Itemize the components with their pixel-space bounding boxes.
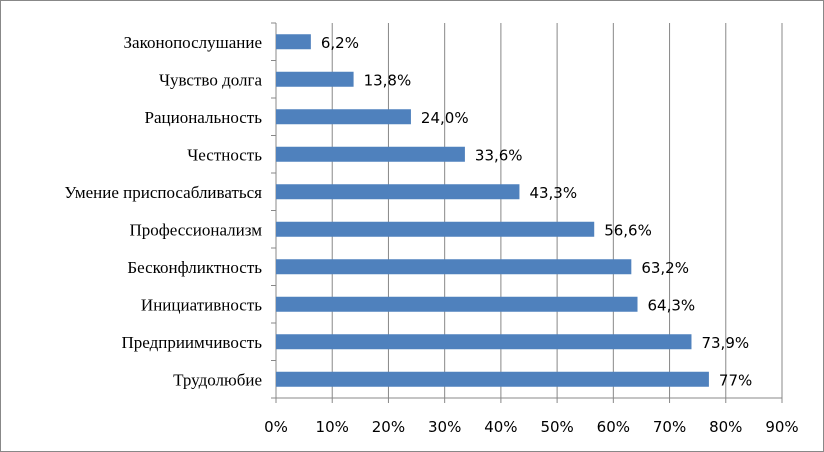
bar — [276, 371, 709, 387]
bar — [276, 34, 311, 50]
data-label: 24,0% — [421, 109, 469, 127]
data-label: 33,6% — [475, 146, 523, 164]
bar — [276, 296, 638, 312]
category-label: Бесконфликтность — [127, 258, 262, 277]
x-tick-label: 70% — [653, 418, 686, 436]
data-label: 63,2% — [641, 259, 689, 277]
data-label: 73,9% — [701, 334, 749, 352]
data-label: 77% — [719, 371, 752, 389]
bar — [276, 334, 692, 350]
data-label: 6,2% — [321, 34, 359, 52]
bar — [276, 109, 411, 125]
bar — [276, 259, 632, 275]
category-label: Рациональность — [145, 108, 263, 127]
x-tick-label: 10% — [316, 418, 349, 436]
x-tick-label: 30% — [428, 418, 461, 436]
data-label: 56,6% — [604, 221, 652, 239]
x-tick-label: 40% — [484, 418, 517, 436]
x-tick-label: 20% — [372, 418, 405, 436]
bar — [276, 184, 520, 200]
category-label: Честность — [187, 145, 262, 164]
data-label: 13,8% — [364, 71, 412, 89]
x-tick-label: 0% — [264, 418, 288, 436]
x-tick-label: 50% — [540, 418, 573, 436]
bar — [276, 146, 465, 162]
data-label: 64,3% — [648, 296, 696, 314]
category-label: Умение приспосабливаться — [64, 183, 262, 202]
category-label: Инициативность — [141, 295, 262, 314]
category-label: Профессионализм — [129, 220, 262, 239]
category-label: Законопослушание — [124, 33, 262, 52]
x-tick-label: 60% — [597, 418, 630, 436]
data-label: 43,3% — [529, 184, 577, 202]
category-label: Предприимчивость — [121, 333, 262, 352]
category-label: Трудолюбие — [173, 370, 262, 389]
category-label: Чувство долга — [159, 70, 262, 89]
x-tick-label: 80% — [709, 418, 742, 436]
x-tick-label: 90% — [765, 418, 798, 436]
bar — [276, 221, 595, 237]
bar — [276, 71, 354, 87]
